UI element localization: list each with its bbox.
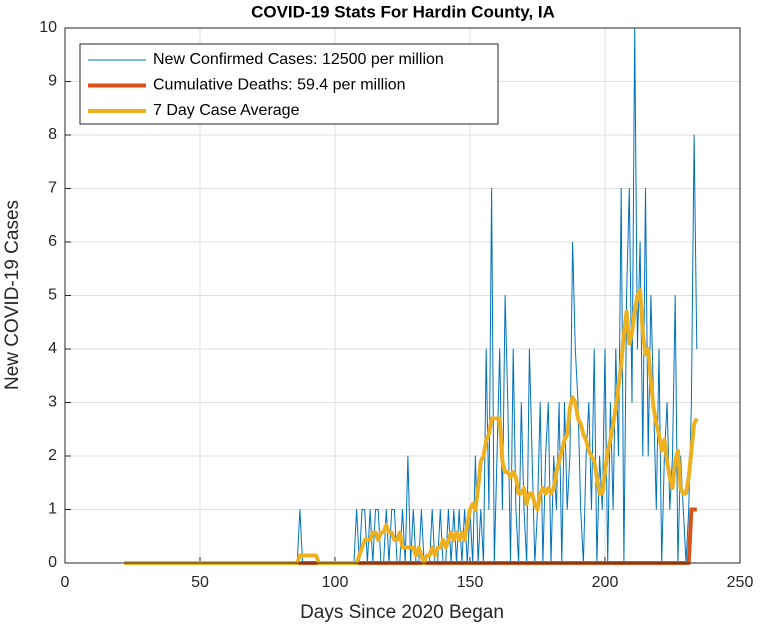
x-tick-label: 100 bbox=[322, 574, 349, 591]
y-tick-label: 2 bbox=[48, 447, 57, 464]
y-tick-label: 6 bbox=[48, 233, 57, 250]
x-axis-label: Days Since 2020 Began bbox=[300, 602, 504, 623]
x-tick-label: 250 bbox=[727, 574, 754, 591]
y-tick-label: 3 bbox=[48, 394, 57, 411]
y-tick-label: 9 bbox=[48, 73, 57, 90]
y-tick-label: 8 bbox=[48, 126, 57, 143]
legend-label: New Confirmed Cases: 12500 per million bbox=[153, 51, 444, 68]
y-tick-label: 10 bbox=[39, 19, 57, 36]
chart-title: COVID-19 Stats For Hardin County, IA bbox=[251, 2, 555, 21]
x-tick-label: 0 bbox=[61, 574, 70, 591]
y-tick-label: 1 bbox=[48, 501, 57, 518]
y-tick-label: 5 bbox=[48, 287, 57, 304]
x-tick-label: 200 bbox=[592, 574, 619, 591]
y-tick-label: 0 bbox=[48, 554, 57, 571]
legend-label: 7 Day Case Average bbox=[153, 102, 300, 119]
axes-box bbox=[64, 27, 741, 564]
x-tick-label: 50 bbox=[191, 574, 209, 591]
x-tick-label: 150 bbox=[457, 574, 484, 591]
y-tick-label: 4 bbox=[48, 340, 57, 357]
y-axis-label: New COVID-19 Cases bbox=[2, 200, 23, 390]
y-tick-label: 7 bbox=[48, 180, 57, 197]
legend-box bbox=[79, 43, 499, 125]
legend-label: Cumulative Deaths: 59.4 per million bbox=[153, 77, 406, 94]
